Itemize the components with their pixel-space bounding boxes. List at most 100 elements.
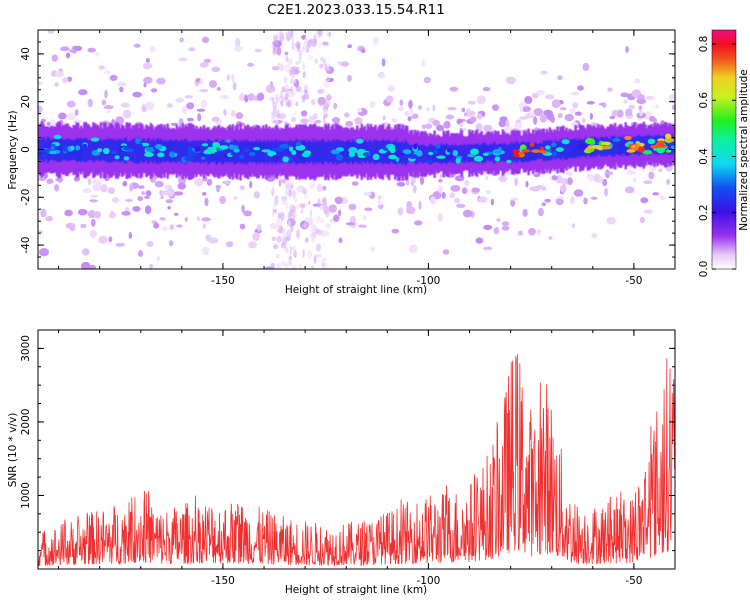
heatmap-speckle xyxy=(176,224,183,228)
heatmap-speckle xyxy=(410,180,414,186)
heatmap-speckle xyxy=(194,177,204,187)
heatmap-speckle xyxy=(281,236,288,246)
heatmap-speckle xyxy=(524,96,533,104)
heatmap-speckle xyxy=(199,79,204,85)
heatmap-speckle xyxy=(233,196,238,200)
heatmap-speckle xyxy=(382,115,386,121)
heatmap-speckle xyxy=(66,112,77,121)
heatmap-cell xyxy=(216,138,219,165)
heatmap-cell xyxy=(343,141,347,163)
heatmap-peak xyxy=(413,143,418,150)
heatmap-peak xyxy=(253,147,261,151)
heatmap-speckle xyxy=(166,103,174,108)
heatmap-speckle xyxy=(324,199,327,209)
heatmap-peak xyxy=(452,150,458,157)
heatmap-speckle xyxy=(94,211,101,219)
heatmap-hotspot xyxy=(626,149,636,153)
heatmap-speckle xyxy=(291,264,295,269)
heatmap-cell xyxy=(52,138,56,161)
heatmap-speckle xyxy=(141,191,145,196)
heatmap-speckle xyxy=(308,200,311,206)
heatmap-speckle xyxy=(295,85,302,93)
heatmap-peak xyxy=(279,143,290,149)
heatmap-speckle xyxy=(271,43,275,50)
heatmap-cell xyxy=(134,138,137,164)
heatmap-speckle xyxy=(412,184,417,194)
heatmap-cell xyxy=(318,140,321,164)
heatmap-speckle xyxy=(47,30,55,34)
heatmap-speckle xyxy=(275,254,280,259)
heatmap-speckle xyxy=(293,79,300,88)
heatmap-cell xyxy=(111,138,115,163)
heatmap-peak xyxy=(545,145,551,150)
heatmap-speckle xyxy=(467,100,476,105)
heatmap-speckle xyxy=(132,206,141,212)
heatmap-speckle xyxy=(324,262,328,269)
snr-ylabel: SNR (10 * v/v) xyxy=(7,413,19,488)
heatmap-speckle xyxy=(73,45,83,52)
heatmap-cell xyxy=(377,140,380,164)
heatmap-speckle xyxy=(169,224,175,231)
heatmap-speckle xyxy=(284,121,287,126)
heatmap-peak xyxy=(335,154,344,161)
heatmap-speckle xyxy=(284,76,288,84)
heatmap-speckle xyxy=(550,115,555,124)
heatmap-cell xyxy=(651,135,655,154)
heatmap-speckle xyxy=(291,245,296,252)
heatmap-cell xyxy=(410,144,414,163)
heatmap-cell xyxy=(172,140,175,162)
heatmap-peak xyxy=(96,148,103,153)
heatmap-peak xyxy=(184,156,195,162)
heatmap-ytick-label: -40 xyxy=(20,237,32,254)
heatmap-speckle xyxy=(285,249,289,254)
heatmap-speckle xyxy=(559,107,567,111)
heatmap-peak xyxy=(75,145,81,151)
heatmap-speckle xyxy=(265,266,275,269)
heatmap-speckle xyxy=(216,86,221,91)
heatmap-speckle xyxy=(277,109,280,116)
heatmap-speckle xyxy=(475,123,483,132)
heatmap-speckle xyxy=(324,64,328,72)
heatmap-speckle xyxy=(417,105,423,110)
heatmap-speckle xyxy=(326,67,330,75)
heatmap-speckle xyxy=(247,62,254,67)
heatmap-speckle xyxy=(328,31,331,38)
heatmap-speckle xyxy=(273,33,276,44)
heatmap-cell xyxy=(506,144,509,161)
heatmap-speckle xyxy=(277,62,280,68)
heatmap-speckle xyxy=(499,116,508,122)
heatmap-speckle xyxy=(323,102,329,111)
heatmap-cell xyxy=(328,140,332,163)
heatmap-cell xyxy=(553,142,556,158)
colorbar-gradient xyxy=(711,29,737,270)
heatmap-cell xyxy=(221,139,224,165)
heatmap-speckle xyxy=(303,37,308,47)
heatmap-speckle xyxy=(40,208,47,218)
heatmap-cell xyxy=(140,140,144,162)
heatmap-speckle xyxy=(215,185,221,189)
heatmap-peak xyxy=(436,155,446,159)
heatmap-cell xyxy=(615,137,618,155)
heatmap-speckle xyxy=(322,262,325,269)
heatmap-speckle xyxy=(408,107,414,117)
heatmap-speckle xyxy=(456,203,466,208)
heatmap-speckle xyxy=(450,184,461,192)
heatmap-peak xyxy=(111,150,117,155)
heatmap-cell xyxy=(184,138,188,165)
heatmap-speckle xyxy=(288,188,292,198)
heatmap-speckle xyxy=(280,90,283,99)
heatmap-peak xyxy=(635,141,640,145)
heatmap-speckle xyxy=(271,109,278,119)
heatmap-speckle xyxy=(54,71,65,78)
heatmap-peak xyxy=(239,154,245,159)
heatmap-speckle xyxy=(302,41,309,52)
heatmap-speckle xyxy=(471,187,481,193)
heatmap-speckle xyxy=(283,76,288,84)
heatmap-cell xyxy=(117,138,121,163)
heatmap-speckle xyxy=(291,117,297,123)
heatmap-speckle xyxy=(671,104,675,110)
heatmap-speckle xyxy=(533,108,544,117)
heatmap-speckle xyxy=(602,102,607,108)
heatmap-speckle xyxy=(38,81,43,86)
heatmap-cell xyxy=(136,137,139,164)
